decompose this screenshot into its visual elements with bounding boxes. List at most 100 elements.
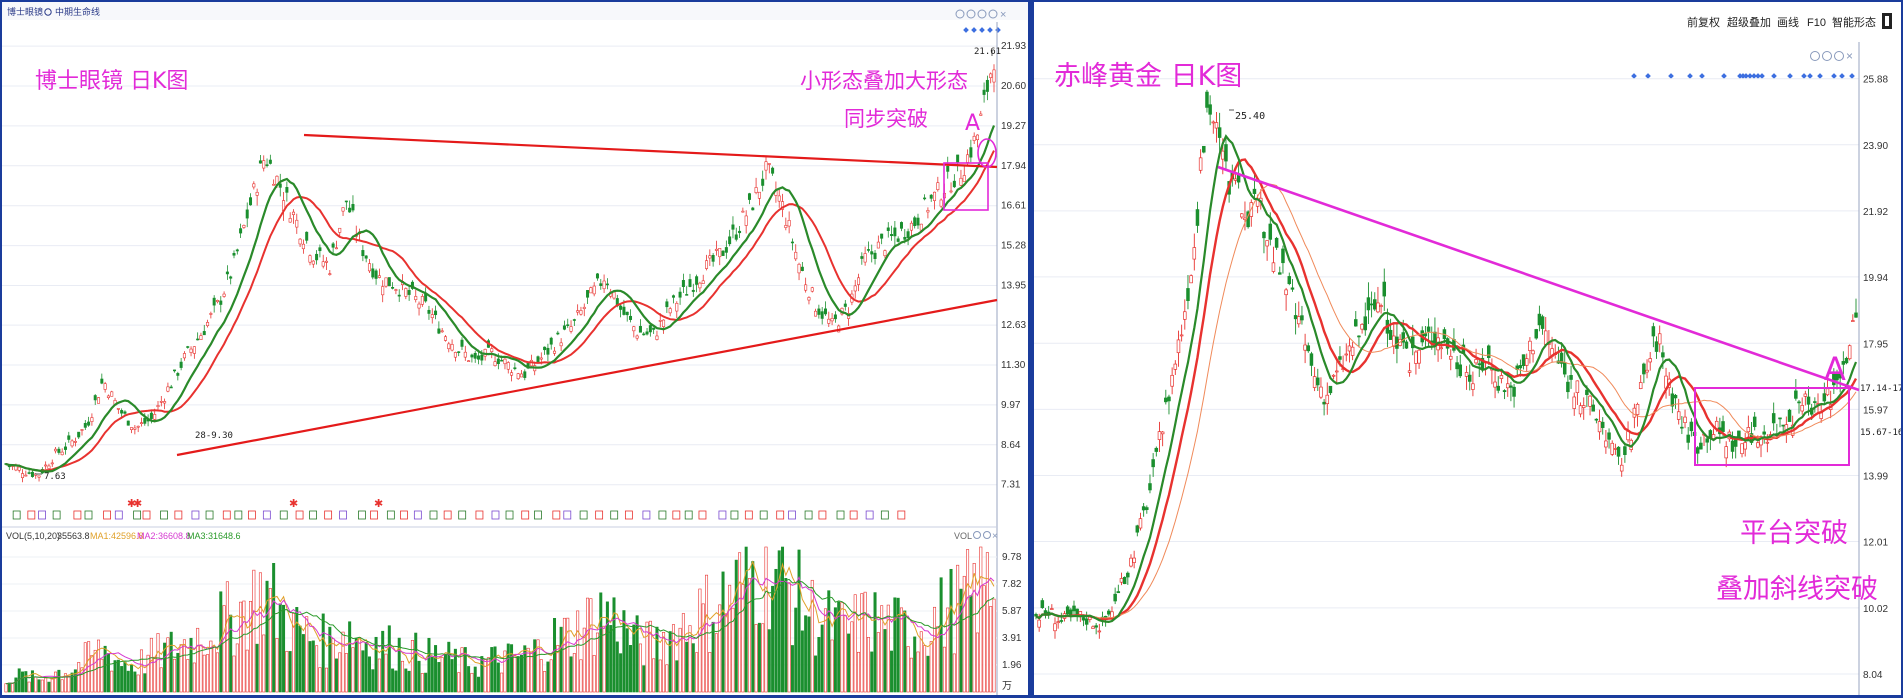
- vol-close-icon[interactable]: ×: [992, 531, 998, 542]
- left-tab-stock[interactable]: 博士眼镜: [7, 6, 43, 17]
- event-marker[interactable]: [413, 510, 422, 520]
- diamond-marker[interactable]: [1771, 73, 1777, 79]
- event-marker[interactable]: [610, 510, 619, 520]
- event-marker[interactable]: [624, 510, 633, 520]
- toolbar-zhineng[interactable]: 智能形态: [1832, 15, 1876, 29]
- toolbar-f10[interactable]: F10: [1807, 17, 1826, 29]
- event-marker[interactable]: [114, 510, 123, 520]
- diamond-marker[interactable]: [1687, 73, 1693, 79]
- event-marker[interactable]: [684, 510, 693, 520]
- event-star-icon[interactable]: ✱: [127, 498, 136, 510]
- event-marker[interactable]: [788, 510, 796, 520]
- event-marker[interactable]: [443, 510, 452, 520]
- help-icon[interactable]: [988, 9, 998, 19]
- diamond-marker[interactable]: [1817, 73, 1823, 79]
- event-marker[interactable]: [458, 510, 467, 520]
- event-marker[interactable]: [247, 510, 256, 520]
- diamond-marker[interactable]: [1787, 73, 1793, 79]
- event-marker[interactable]: [12, 510, 21, 520]
- event-marker[interactable]: [370, 510, 378, 520]
- event-marker[interactable]: [475, 510, 484, 520]
- event-marker[interactable]: [776, 510, 785, 520]
- event-marker[interactable]: [133, 510, 142, 520]
- diamond-marker[interactable]: [1831, 73, 1837, 79]
- r-up-icon[interactable]: [1810, 51, 1820, 61]
- diamond-marker[interactable]: [1747, 73, 1753, 79]
- event-marker[interactable]: [73, 510, 82, 520]
- event-marker[interactable]: [27, 510, 36, 520]
- event-marker[interactable]: [897, 510, 906, 520]
- close-icon[interactable]: ×: [1000, 9, 1006, 21]
- diamond-marker[interactable]: [1721, 73, 1727, 79]
- event-marker[interactable]: [400, 510, 408, 520]
- event-marker[interactable]: [52, 510, 61, 520]
- event-marker[interactable]: [579, 510, 588, 520]
- up-icon[interactable]: [955, 9, 965, 19]
- toolbar-fuquan[interactable]: 前复权: [1687, 15, 1720, 29]
- radio-icon[interactable]: [44, 8, 52, 16]
- event-marker[interactable]: [672, 510, 681, 520]
- diamond-marker[interactable]: [1807, 73, 1813, 79]
- vol-help-icon[interactable]: [983, 531, 991, 539]
- event-marker[interactable]: [429, 510, 438, 520]
- diamond-marker[interactable]: [1839, 73, 1845, 79]
- event-star-icon[interactable]: ✱: [133, 498, 142, 510]
- event-marker[interactable]: [730, 510, 739, 520]
- event-marker[interactable]: [234, 510, 243, 520]
- event-marker[interactable]: [849, 510, 858, 520]
- event-marker[interactable]: [191, 510, 200, 520]
- r-settings-icon[interactable]: [1834, 51, 1844, 61]
- event-marker[interactable]: [38, 510, 46, 520]
- event-marker[interactable]: [642, 510, 651, 520]
- diamond-marker[interactable]: [1668, 73, 1674, 79]
- event-marker[interactable]: [386, 510, 395, 520]
- toolbar-chaoji[interactable]: 超级叠加: [1727, 15, 1771, 29]
- event-marker[interactable]: [552, 510, 561, 520]
- diamond-marker[interactable]: [1755, 73, 1761, 79]
- event-marker[interactable]: [279, 510, 288, 520]
- event-marker[interactable]: [324, 510, 333, 520]
- event-marker[interactable]: [174, 510, 183, 520]
- event-star-icon[interactable]: ✱: [289, 498, 298, 510]
- event-marker[interactable]: [142, 510, 151, 520]
- event-marker[interactable]: [865, 510, 874, 520]
- event-marker[interactable]: [205, 510, 214, 520]
- diamond-marker[interactable]: [1751, 73, 1757, 79]
- event-marker[interactable]: [658, 510, 667, 520]
- event-marker[interactable]: [698, 510, 707, 520]
- event-marker[interactable]: [103, 510, 111, 520]
- r-close-icon[interactable]: ×: [1846, 49, 1853, 63]
- event-marker[interactable]: [505, 510, 514, 520]
- diamond-marker[interactable]: [1743, 73, 1749, 79]
- event-marker[interactable]: [160, 510, 168, 520]
- toolbar-huaxian[interactable]: 画线: [1777, 15, 1799, 29]
- vol-settings-icon[interactable]: [973, 531, 981, 539]
- event-marker[interactable]: [804, 510, 813, 520]
- event-marker[interactable]: [880, 510, 889, 520]
- diamond-marker[interactable]: [1645, 73, 1651, 79]
- event-marker[interactable]: [759, 510, 768, 520]
- diamond-marker[interactable]: [1849, 73, 1855, 79]
- event-marker[interactable]: [563, 510, 572, 520]
- left-tab-indicator[interactable]: 中期生命线: [55, 6, 100, 17]
- event-marker[interactable]: [358, 510, 366, 520]
- pin-icon[interactable]: [966, 9, 976, 19]
- event-marker[interactable]: [295, 510, 304, 520]
- diamond-marker[interactable]: [1801, 73, 1807, 79]
- event-star-icon[interactable]: ✱: [374, 498, 383, 510]
- event-marker[interactable]: [84, 510, 93, 520]
- event-marker[interactable]: [818, 510, 827, 520]
- event-marker[interactable]: [262, 510, 271, 520]
- event-marker[interactable]: [222, 510, 231, 520]
- r-pin-icon[interactable]: [1822, 51, 1832, 61]
- event-marker[interactable]: [718, 510, 727, 520]
- event-marker[interactable]: [534, 510, 542, 520]
- settings-icon[interactable]: [977, 9, 987, 19]
- event-marker[interactable]: [491, 510, 500, 520]
- event-marker[interactable]: [309, 510, 317, 520]
- diamond-marker[interactable]: [1631, 73, 1637, 79]
- event-marker[interactable]: [744, 510, 753, 520]
- diamond-marker[interactable]: [1699, 73, 1705, 79]
- event-marker[interactable]: [521, 510, 530, 520]
- event-marker[interactable]: [339, 510, 347, 520]
